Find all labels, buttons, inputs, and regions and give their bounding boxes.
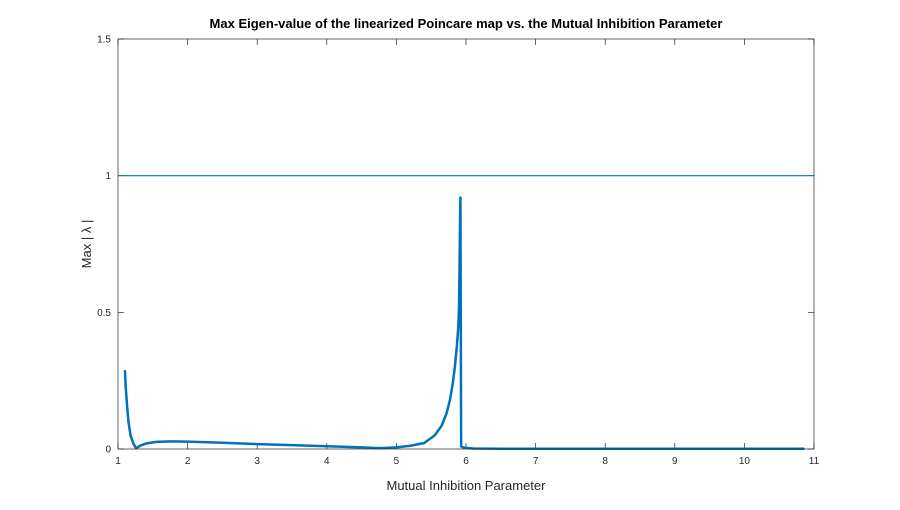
x-axis-label: Mutual Inhibition Parameter	[387, 478, 547, 493]
y-tick-label: 0	[105, 445, 111, 456]
x-tick-label: 11	[809, 456, 820, 467]
x-tick-label: 9	[672, 456, 678, 467]
y-tick-label: 0.5	[97, 308, 111, 319]
x-tick-label: 4	[324, 456, 330, 467]
plot-background	[118, 39, 814, 449]
x-tick-label: 2	[185, 456, 191, 467]
chart-title: Max Eigen-value of the linearized Poinca…	[210, 16, 723, 31]
x-tick-label: 6	[463, 456, 469, 467]
x-tick-label: 10	[739, 456, 751, 467]
y-tick-label: 1.5	[97, 35, 111, 46]
series-layer	[118, 175, 814, 450]
x-tick-label: 5	[394, 456, 400, 467]
y-tick-label: 1	[105, 171, 111, 182]
eigenvalue-series-line	[123, 196, 805, 450]
x-tick-label: 7	[533, 456, 539, 467]
tick-layer: 1 2 3 4 5 6 7 8 9 10 11 0 0.5 1 1.5	[97, 35, 820, 468]
x-tick-label: 3	[254, 456, 260, 467]
axes-box	[117, 38, 815, 450]
x-tick-label: 8	[602, 456, 608, 467]
x-tick-label: 1	[115, 456, 121, 467]
y-axis-label: Max | λ |	[79, 220, 94, 269]
